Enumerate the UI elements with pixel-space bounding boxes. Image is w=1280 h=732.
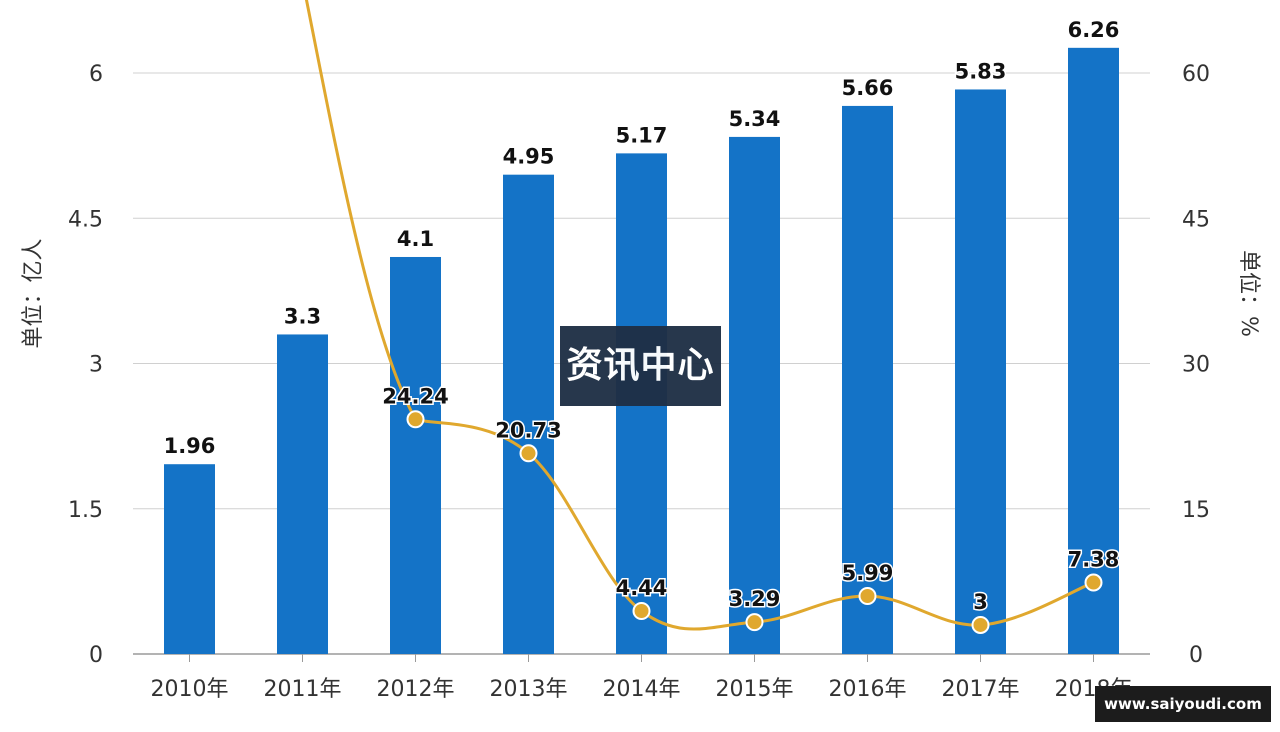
line-value-label: 20.73 (495, 418, 561, 442)
y2-tick-label: 30 (1182, 353, 1210, 378)
bar (842, 105, 893, 654)
bar-value-label: 4.1 (397, 227, 434, 251)
bar-value-label: 5.66 (842, 76, 894, 100)
line-point (406, 410, 425, 429)
x-tick-label: 2016年 (829, 677, 907, 702)
line-value-label: 7.38 (1068, 548, 1120, 572)
x-tick-label: 2013年 (490, 677, 568, 702)
bar-value-label: 1.96 (164, 434, 216, 458)
axes: 0 0 1.5 15 3 30 4.5 45 6 60 单位：亿人 单位：% 2010年 2011年 201… (21, 62, 1261, 702)
line-point (745, 613, 764, 632)
bar-value-label: 4.95 (503, 145, 555, 169)
y-tick-label: 3 (89, 353, 103, 378)
y-tick-label: 6 (89, 62, 103, 87)
line-value-label: 5.99 (842, 561, 894, 585)
news-center-badge[interactable]: 资讯中心 (560, 326, 721, 406)
line-value-label: 3 (973, 590, 988, 614)
y-tick-label: 1.5 (68, 498, 103, 523)
x-tick-label: 2011年 (264, 677, 342, 702)
line-point (858, 586, 877, 605)
bar (390, 256, 441, 654)
line-value-label: 24.24 (382, 384, 448, 408)
y2-tick-label: 15 (1182, 498, 1210, 523)
line-point (632, 602, 651, 621)
y-axis-title: 单位：亿人 (21, 238, 46, 348)
y2-tick-label: 60 (1182, 62, 1210, 87)
bar-value-label: 3.3 (284, 304, 321, 328)
x-tick-label: 2014年 (603, 677, 681, 702)
line-value-label: 3.29 (729, 587, 781, 611)
y2-axis-title: 单位：% (1236, 250, 1261, 337)
y-tick-label: 0 (89, 643, 103, 668)
bar (164, 464, 215, 654)
x-tick-label: 2012年 (377, 677, 455, 702)
bar-value-label: 5.34 (729, 107, 781, 131)
bar-value-label: 6.26 (1068, 18, 1120, 42)
y2-tick-label: 0 (1189, 643, 1203, 668)
line-point (1084, 573, 1103, 592)
bar (1068, 47, 1119, 654)
bar-value-label: 5.83 (955, 59, 1007, 83)
data-labels: 1.96 3.3 4.1 4.95 5.17 5.34 5.66 5.83 6.26 24.24 2… (162, 16, 1121, 615)
y-tick-label: 4.5 (68, 207, 103, 232)
line-series (304, 0, 1103, 634)
line-value-label: 4.44 (616, 576, 668, 600)
x-tick-label: 2015年 (716, 677, 794, 702)
line-point (971, 615, 990, 634)
x-tick-label: 2010年 (151, 677, 229, 702)
line-point (519, 444, 538, 463)
bar-value-label: 5.17 (616, 123, 668, 147)
y2-tick-label: 45 (1182, 207, 1210, 232)
bar (277, 334, 328, 654)
x-tick-label: 2017年 (942, 677, 1020, 702)
bar (503, 174, 554, 655)
bar (729, 136, 780, 654)
bar (955, 89, 1006, 654)
site-url-badge[interactable]: www.saiyoudi.com (1095, 686, 1271, 722)
